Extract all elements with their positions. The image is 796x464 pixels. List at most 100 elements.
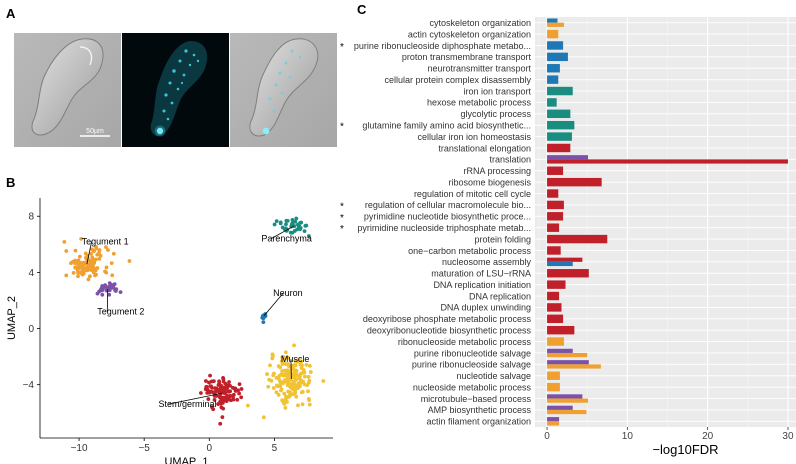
- umap-point-muscle: [278, 384, 283, 389]
- umap-point-stem-germinal: [224, 398, 229, 402]
- umap-point-stem-germinal: [221, 406, 226, 411]
- umap-point-parenchyma: [294, 216, 299, 221]
- umap-point-tegument-1: [71, 271, 76, 275]
- umap-point-muscle: [299, 390, 304, 395]
- umap-point-muscle: [304, 362, 309, 367]
- umap-point-muscle: [268, 363, 272, 368]
- umap-point-stem-germinal: [236, 388, 240, 393]
- umap-point-stem-germinal: [225, 393, 230, 398]
- umap-point-tegument-2: [100, 292, 105, 297]
- umap-point-muscle: [283, 356, 288, 361]
- umap-x-tick-label: −10: [71, 443, 88, 454]
- umap-point-tegument-1: [76, 270, 80, 275]
- umap-point-tegument-1: [79, 236, 84, 241]
- umap-point-muscle: [286, 355, 291, 360]
- umap-point-tegument-2: [111, 285, 116, 289]
- umap-point-tegument-1: [73, 265, 78, 270]
- umap-point-stem-germinal: [237, 382, 242, 387]
- umap-point-tegument-1: [104, 265, 109, 270]
- umap-cluster-label-muscle: Muscle: [281, 354, 310, 364]
- umap-point-muscle: [305, 383, 310, 388]
- umap-point-stem-germinal: [218, 384, 223, 389]
- umap-point-tegument-1: [104, 245, 108, 250]
- umap-point-stem-germinal: [228, 393, 233, 398]
- umap-point-tegument-1: [75, 260, 80, 265]
- umap-point-muscle: [296, 381, 301, 386]
- umap-point-tegument-1: [94, 272, 98, 277]
- umap-point-tegument-1: [62, 239, 67, 244]
- umap-point-muscle: [283, 350, 288, 355]
- umap-point-tegument-2: [100, 285, 105, 290]
- umap-y-tick-label: 4: [28, 268, 34, 279]
- umap-point-stem-germinal: [217, 381, 222, 386]
- umap-point-tegument-1: [77, 264, 81, 269]
- umap-point-tegument-1: [78, 261, 83, 265]
- umap-point-muscle: [277, 378, 282, 383]
- umap-point-muscle: [261, 415, 266, 420]
- umap-point-muscle: [279, 388, 283, 393]
- umap-point-parenchyma: [292, 224, 297, 228]
- umap-x-tick-label: −5: [138, 443, 150, 454]
- umap-point-muscle: [283, 405, 288, 410]
- umap-point-muscle: [270, 356, 275, 361]
- umap-point-neuron: [260, 315, 265, 320]
- umap-point-parenchyma: [274, 219, 279, 224]
- umap-label-leader-parenchyma: [271, 225, 295, 239]
- umap-label-leader-tegument-1: [86, 241, 93, 265]
- umap-point-tegument-1: [106, 248, 110, 252]
- umap-point-stem-germinal: [226, 383, 231, 388]
- umap-point-tegument-1: [110, 273, 115, 278]
- umap-point-tegument-1: [94, 246, 99, 251]
- umap-point-muscle: [282, 401, 287, 406]
- umap-point-stem-germinal: [239, 395, 244, 400]
- umap-point-stem-germinal: [227, 380, 231, 384]
- umap-point-muscle: [291, 375, 296, 379]
- umap-point-tegument-1: [98, 253, 103, 258]
- umap-point-tegument-1: [77, 254, 82, 259]
- umap-point-tegument-1: [90, 264, 95, 269]
- umap-x-tick-label: 5: [272, 443, 278, 454]
- micrograph-fluorescence: [122, 33, 229, 147]
- panel-label-a: A: [6, 6, 16, 21]
- umap-point-muscle: [282, 391, 287, 396]
- umap-point-tegument-2: [113, 289, 118, 293]
- umap-cluster-label-parenchyma: Parenchyma: [261, 234, 312, 244]
- umap-point-muscle: [307, 363, 312, 368]
- umap-point-muscle: [270, 352, 275, 357]
- umap-point-parenchyma: [278, 220, 283, 225]
- umap-point-muscle: [306, 374, 311, 379]
- umap-point-parenchyma: [290, 217, 295, 222]
- umap-point-muscle: [280, 372, 285, 377]
- umap-point-stem-germinal: [221, 395, 226, 400]
- umap-point-muscle: [265, 372, 269, 376]
- umap-point-tegument-1: [92, 267, 97, 271]
- umap-point-parenchyma: [284, 222, 288, 227]
- umap-point-muscle: [274, 390, 279, 395]
- umap-point-muscle: [291, 366, 295, 370]
- umap-point-tegument-1: [76, 274, 80, 279]
- umap-point-stem-germinal: [208, 373, 212, 378]
- umap-point-tegument-1: [70, 259, 75, 264]
- umap-point-stem-germinal: [223, 381, 228, 386]
- umap-point-muscle: [293, 363, 298, 368]
- panel-label-c: C: [357, 2, 367, 17]
- umap-point-muscle: [295, 359, 300, 364]
- umap-point-muscle: [274, 376, 279, 380]
- umap-point-tegument-1: [95, 266, 100, 270]
- umap-y-tick-label: 0: [28, 324, 34, 335]
- umap-point-tegument-1: [83, 251, 88, 256]
- umap-point-muscle: [294, 394, 299, 399]
- umap-point-muscle: [300, 363, 304, 368]
- umap-point-stem-germinal: [220, 415, 225, 420]
- umap-point-parenchyma: [272, 222, 277, 227]
- umap-point-muscle: [300, 402, 305, 407]
- umap-point-tegument-2: [100, 288, 105, 293]
- umap-x-axis-label: UMAP_1: [164, 456, 208, 464]
- umap-y-tick-label: −4: [23, 380, 35, 391]
- umap-y-axis-label: UMAP_2: [6, 296, 18, 340]
- umap-point-stem-germinal: [206, 397, 211, 401]
- umap-point-muscle: [276, 392, 281, 397]
- umap-cluster-label-neuron: Neuron: [273, 288, 303, 298]
- umap-point-stem-germinal: [217, 389, 222, 394]
